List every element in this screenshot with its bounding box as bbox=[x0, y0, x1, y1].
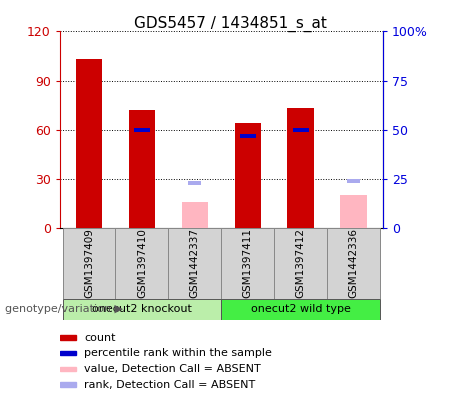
Bar bbox=[221, 299, 380, 320]
Bar bbox=[182, 202, 208, 228]
Bar bbox=[60, 335, 76, 340]
Text: genotype/variation ▶: genotype/variation ▶ bbox=[5, 305, 123, 314]
Text: percentile rank within the sample: percentile rank within the sample bbox=[84, 348, 272, 358]
Bar bbox=[60, 367, 76, 371]
Bar bbox=[115, 228, 168, 299]
Bar bbox=[327, 228, 380, 299]
Text: GSM1442337: GSM1442337 bbox=[190, 228, 200, 298]
Bar bbox=[347, 179, 360, 183]
Bar bbox=[274, 228, 327, 299]
Bar bbox=[293, 128, 308, 132]
Bar bbox=[129, 110, 155, 228]
Bar bbox=[240, 134, 256, 138]
Bar bbox=[168, 228, 221, 299]
Bar bbox=[60, 351, 76, 355]
Bar bbox=[221, 228, 274, 299]
Bar bbox=[340, 195, 367, 228]
Text: onecut2 knockout: onecut2 knockout bbox=[92, 305, 192, 314]
Text: GSM1442336: GSM1442336 bbox=[349, 228, 359, 298]
Text: GSM1397412: GSM1397412 bbox=[296, 228, 306, 298]
Text: count: count bbox=[84, 332, 115, 343]
Text: GDS5457 / 1434851_s_at: GDS5457 / 1434851_s_at bbox=[134, 16, 327, 32]
Bar bbox=[188, 181, 201, 185]
Text: rank, Detection Call = ABSENT: rank, Detection Call = ABSENT bbox=[84, 380, 255, 390]
Bar bbox=[63, 299, 221, 320]
Text: onecut2 wild type: onecut2 wild type bbox=[251, 305, 350, 314]
Bar bbox=[287, 108, 314, 228]
Bar bbox=[235, 123, 261, 228]
Bar bbox=[76, 59, 102, 228]
Bar bbox=[63, 228, 115, 299]
Bar bbox=[60, 382, 76, 387]
Text: value, Detection Call = ABSENT: value, Detection Call = ABSENT bbox=[84, 364, 260, 374]
Text: GSM1397409: GSM1397409 bbox=[84, 228, 94, 298]
Text: GSM1397411: GSM1397411 bbox=[243, 228, 253, 298]
Text: GSM1397410: GSM1397410 bbox=[137, 228, 147, 298]
Bar bbox=[134, 128, 150, 132]
